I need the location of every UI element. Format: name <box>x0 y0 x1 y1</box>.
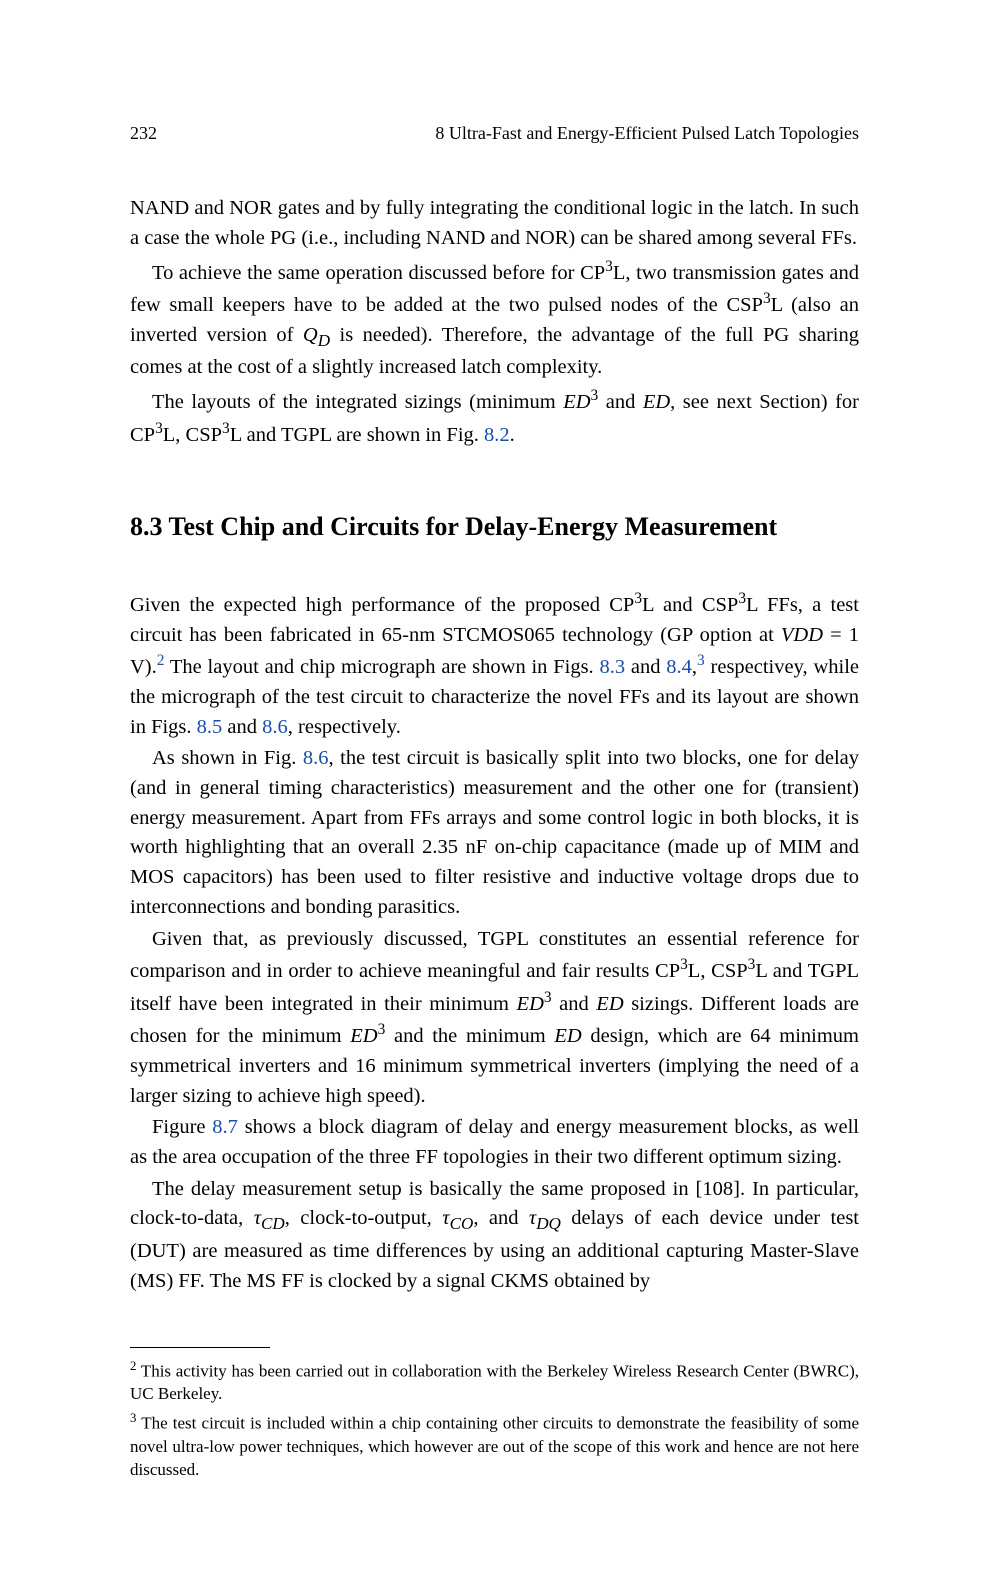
footnote-ref[interactable]: 3 <box>697 652 705 669</box>
paragraph: Given the expected high performance of t… <box>130 588 859 742</box>
paragraph: NAND and NOR gates and by fully integrat… <box>130 194 859 253</box>
section-heading: 8.3 Test Chip and Circuits for Delay-Ene… <box>130 508 859 546</box>
paragraph: To achieve the same operation discussed … <box>130 256 859 384</box>
footnote: 2 This activity has been carried out in … <box>130 1358 859 1407</box>
figure-ref[interactable]: 8.7 <box>212 1116 238 1138</box>
body-text: NAND and NOR gates and by fully integrat… <box>130 194 859 1297</box>
running-title: 8 Ultra-Fast and Energy-Efficient Pulsed… <box>435 120 859 146</box>
footnote-separator <box>130 1347 270 1348</box>
footnote: 3 The test circuit is included within a … <box>130 1410 859 1481</box>
paragraph: The delay measurement setup is basically… <box>130 1175 859 1297</box>
figure-ref[interactable]: 8.6 <box>303 747 329 769</box>
figure-ref[interactable]: 8.2 <box>484 424 510 446</box>
figure-ref[interactable]: 8.3 <box>599 656 625 678</box>
page-header: 232 8 Ultra-Fast and Energy-Efficient Pu… <box>130 120 859 146</box>
page-number: 232 <box>130 120 157 146</box>
paragraph: Figure 8.7 shows a block diagram of dela… <box>130 1113 859 1172</box>
paragraph: The layouts of the integrated sizings (m… <box>130 385 859 450</box>
figure-ref[interactable]: 8.5 <box>197 716 223 738</box>
paragraph: As shown in Fig. 8.6, the test circuit i… <box>130 744 859 922</box>
figure-ref[interactable]: 8.6 <box>262 716 288 738</box>
paragraph: Given that, as previously discussed, TGP… <box>130 925 859 1112</box>
figure-ref[interactable]: 8.4 <box>666 656 692 678</box>
footnotes: 2 This activity has been carried out in … <box>130 1358 859 1482</box>
